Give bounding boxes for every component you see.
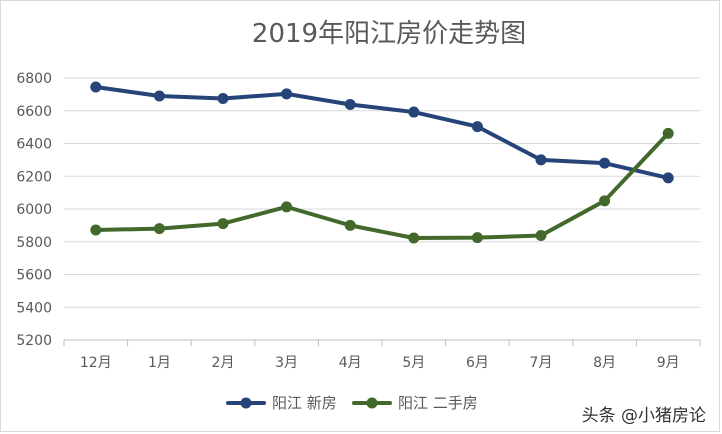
x-tick-label: 3月 — [275, 355, 298, 371]
watermark-text: 头条 @小猪房论 — [581, 406, 706, 426]
x-tick-label: 7月 — [530, 355, 553, 371]
y-axis-labels: 5200 5400 5600 5800 6000 6200 6400 6600 6800 — [16, 71, 52, 349]
legend: 阳江 新房 阳江 二手房 — [226, 394, 478, 412]
y-tick-label: 5200 — [16, 333, 52, 349]
data-point — [90, 81, 102, 93]
legend-swatch-marker — [366, 397, 378, 409]
y-tick-label: 6400 — [16, 137, 52, 153]
y-tick-label: 6600 — [16, 104, 52, 120]
data-point — [153, 223, 165, 235]
x-tick-label: 6月 — [466, 355, 489, 371]
data-point — [217, 92, 229, 104]
data-point — [535, 154, 547, 166]
data-point — [535, 230, 547, 242]
data-point — [662, 172, 674, 184]
data-point — [281, 201, 293, 213]
x-tick-label: 8月 — [593, 355, 616, 371]
data-point — [408, 232, 420, 244]
data-point — [153, 90, 165, 102]
y-tick-label: 5600 — [16, 268, 52, 284]
grid-lines — [64, 77, 700, 308]
data-point — [471, 232, 483, 244]
x-tick-label: 5月 — [402, 355, 425, 371]
y-tick-label: 5800 — [16, 235, 52, 251]
series-group — [90, 81, 674, 244]
legend-label: 阳江 新房 — [272, 394, 337, 412]
data-point — [408, 106, 420, 118]
x-tick-label: 4月 — [339, 355, 362, 371]
y-tick-label: 6800 — [16, 71, 52, 87]
chart-title: 2019年阳江房价走势图 — [252, 19, 526, 49]
data-point — [471, 121, 483, 133]
x-tick-label: 9月 — [657, 355, 680, 371]
y-tick-label: 6200 — [16, 169, 52, 185]
legend-label: 阳江 二手房 — [398, 394, 478, 412]
y-tick-label: 5400 — [16, 300, 52, 316]
data-point — [281, 88, 293, 100]
data-point — [344, 99, 356, 111]
x-axis: 12月 1月 2月 3月 4月 5月 6月 7月 8月 9月 — [63, 339, 701, 371]
y-tick-label: 6000 — [16, 202, 52, 218]
series-line-2 — [93, 131, 671, 240]
x-tick-label: 1月 — [148, 355, 171, 371]
data-point — [90, 224, 102, 236]
data-point — [599, 195, 611, 207]
x-tick-label: 12月 — [80, 355, 112, 371]
data-point — [344, 219, 356, 231]
data-point — [217, 218, 229, 230]
x-tick-label: 2月 — [212, 355, 235, 371]
data-point — [662, 127, 674, 139]
legend-swatch-marker — [240, 397, 252, 409]
data-point — [599, 157, 611, 169]
series-line-1 — [93, 85, 671, 180]
